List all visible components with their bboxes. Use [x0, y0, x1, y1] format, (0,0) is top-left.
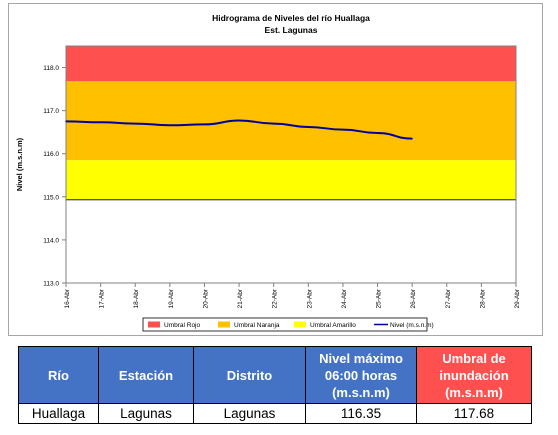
series-point	[65, 120, 67, 123]
series-point	[273, 122, 275, 125]
series-point	[342, 128, 344, 131]
x-tick-label: 25-Abr	[376, 288, 383, 308]
x-tick-label: 26-Abr	[410, 288, 417, 308]
x-tick-label: 28-Abr	[479, 288, 486, 308]
series-point	[100, 121, 102, 123]
y-axis-label: Nivel (m.s.n.m)	[15, 137, 24, 191]
legend-label: Nivel (m.s.n.m)	[390, 322, 434, 329]
cell-umbral-inundacion: 117.68	[416, 403, 532, 424]
chart-subtitle: Est. Lagunas	[265, 25, 318, 35]
cell-rio: Huallaga	[18, 403, 99, 424]
legend-box	[142, 317, 428, 332]
header-nivel-maximo: Nivel máximo 06:00 horas (m.s.n.m)	[305, 346, 417, 404]
threshold-band	[66, 46, 516, 82]
x-tick-label: 18-Abr	[133, 288, 140, 308]
y-tick-label: 118.0	[43, 65, 59, 72]
y-tick-label: 113.0	[43, 281, 59, 288]
series-point	[203, 123, 206, 126]
plot-frame	[65, 45, 517, 284]
x-tick-label: 22-Abr	[272, 288, 279, 308]
series-point	[238, 119, 240, 122]
legend-label: Umbral Amarillo	[310, 322, 356, 329]
legend-label: Umbral Rojo	[164, 322, 201, 329]
header-rio: Río	[18, 346, 99, 404]
x-tick-label: 16-Abr	[64, 288, 71, 308]
chart-container: Hidrograma de Niveles del río Huallaga Es…	[8, 3, 543, 336]
header-estacion: Estación	[98, 346, 194, 404]
y-tick-label: 114.0	[43, 237, 59, 244]
series-point	[307, 126, 309, 128]
legend-swatch	[218, 321, 230, 328]
y-tick-label: 115.0	[43, 194, 59, 201]
threshold-band	[66, 160, 516, 200]
y-tick-label: 116.0	[43, 151, 59, 158]
level-table: Río Estación Distrito Nivel máximo 06:00…	[18, 346, 532, 424]
cell-nivel-maximo: 116.35	[305, 403, 417, 424]
x-tick-label: 17-Abr	[99, 288, 106, 308]
series-point	[376, 132, 379, 134]
legend-label: Umbral Naranja	[234, 322, 280, 329]
series-point	[134, 122, 136, 125]
table-header-row: Río Estación Distrito Nivel máximo 06:00…	[18, 346, 532, 404]
table-row: Huallaga Lagunas Lagunas 116.35 117.68	[18, 403, 532, 424]
x-tick-label: 27-Abr	[445, 288, 452, 308]
series-point	[411, 138, 413, 140]
x-tick-label: 20-Abr	[202, 288, 209, 308]
chart-title: Hidrograma de Niveles del río Huallaga	[212, 13, 370, 23]
header-distrito: Distrito	[193, 346, 306, 404]
series-point	[169, 124, 171, 126]
cell-estacion: Lagunas	[98, 403, 194, 424]
x-tick-label: 19-Abr	[168, 288, 175, 308]
y-tick-label: 117.0	[43, 108, 59, 115]
x-tick-label: 21-Abr	[237, 288, 244, 308]
legend-swatch	[294, 321, 306, 328]
header-umbral-inundacion: Umbral de inundación (m.s.n.m)	[416, 346, 532, 404]
x-tick-label: 29-Abr	[514, 288, 521, 308]
x-tick-label: 24-Abr	[341, 288, 348, 308]
hydrograph-chart: Hidrograma de Niveles del río Huallaga Es…	[8, 3, 543, 336]
legend-swatch	[148, 321, 160, 328]
threshold-band	[66, 81, 516, 161]
x-tick-label: 23-Abr	[306, 288, 313, 308]
cell-distrito: Lagunas	[193, 403, 306, 424]
